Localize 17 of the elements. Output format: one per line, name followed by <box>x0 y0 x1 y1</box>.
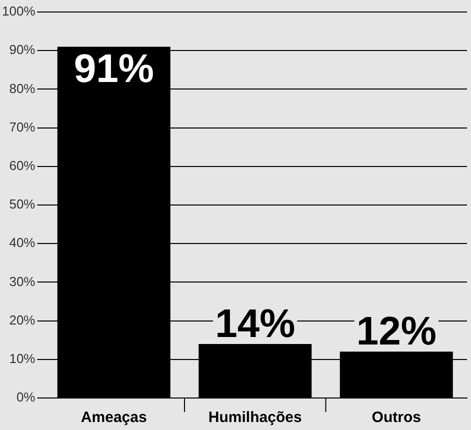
y-tick-label: 30% <box>9 274 36 289</box>
y-tick-label: 0% <box>16 390 36 405</box>
y-tick-label: 40% <box>9 235 36 250</box>
x-tick-label: Ameaças <box>80 409 147 426</box>
y-tick-label: 60% <box>9 158 36 173</box>
y-tick-label: 100% <box>2 4 36 19</box>
y-tick-label: 50% <box>9 196 36 212</box>
data-label: 12% <box>356 310 436 354</box>
y-tick-label: 20% <box>9 312 36 328</box>
x-tick-label: Humilhações <box>208 409 302 426</box>
data-label: 91% <box>74 46 154 91</box>
y-tick-label: 10% <box>9 350 36 366</box>
data-label: 14% <box>215 302 296 346</box>
y-tick-label: 90% <box>9 42 36 58</box>
y-tick-label: 80% <box>9 80 36 96</box>
x-tick-label: Outros <box>372 409 421 426</box>
y-tick-label: 70% <box>9 119 36 134</box>
